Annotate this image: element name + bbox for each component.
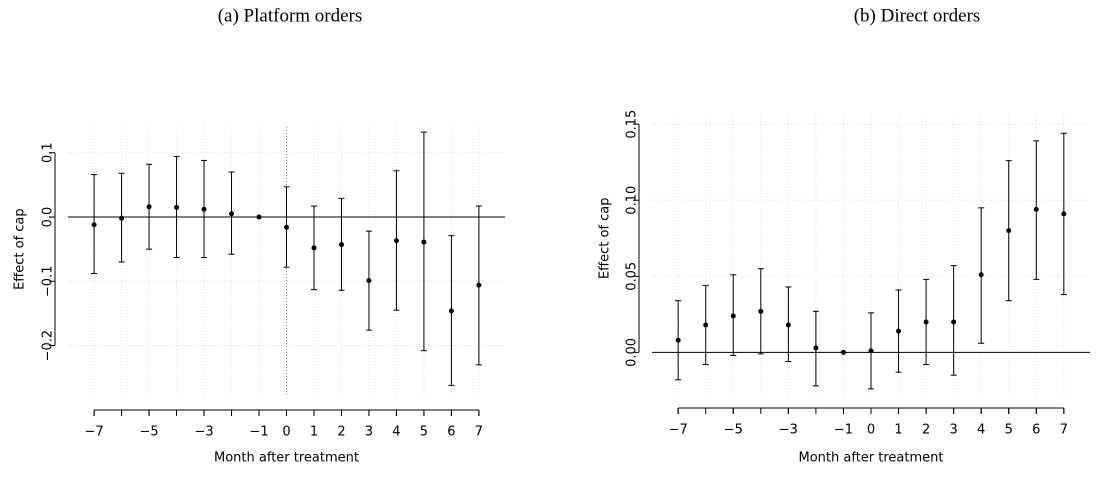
point [758,308,764,314]
x-tick-label: 2 [337,425,345,440]
x-tick-label: 4 [392,425,400,440]
point [675,337,681,343]
point [703,322,709,328]
x-tick-label: 5 [420,425,428,440]
point [201,206,207,212]
x-tick-label: −7 [85,425,104,440]
point [813,345,819,351]
y-tick-label: 0.0 [41,207,56,228]
point [338,242,344,248]
point [785,322,791,328]
x-tick-label: 0 [867,423,875,438]
point [119,215,125,221]
point [229,211,235,217]
x-tick-label: −7 [669,423,688,438]
point [1006,228,1012,234]
point [146,204,152,210]
y-tick-label: 0.05 [625,262,640,291]
y-axis-label: Effect of cap [598,197,613,279]
point [476,282,482,288]
point [366,278,372,284]
point [1033,206,1039,212]
y-tick-label: −0.2 [41,330,56,362]
point [978,272,984,278]
x-tick-label: 1 [310,425,318,440]
point [284,224,289,230]
point [840,349,846,355]
x-tick-label: −5 [139,425,158,440]
x-tick-label: −3 [194,425,213,440]
y-tick-label: 0.1 [41,142,56,163]
x-tick-label: 4 [977,423,985,438]
point [174,204,180,210]
x-tick-label: −1 [249,425,268,440]
x-tick-label: 7 [1060,423,1068,438]
point [868,348,874,354]
point [923,319,929,325]
y-tick-label: 0.00 [625,338,640,367]
point [730,313,736,319]
point [951,319,957,325]
chart-title: (b) Direct orders [854,5,981,26]
x-tick-label: 3 [365,425,373,440]
x-tick-label: 6 [1032,423,1040,438]
x-tick-label: −5 [724,423,743,438]
x-tick-label: −3 [779,423,798,438]
x-tick-label: 3 [950,423,958,438]
x-tick-label: 5 [1005,423,1013,438]
point [448,308,454,314]
y-tick-label: 0.10 [625,186,640,215]
x-tick-label: 6 [447,425,455,440]
x-tick-label: 2 [922,423,930,438]
chart-title: (a) Platform orders [218,5,363,26]
point [421,239,427,245]
x-axis-label: Month after treatment [799,451,944,466]
x-tick-label: 7 [475,425,483,440]
point [1061,211,1067,217]
point [256,214,262,220]
point [896,328,902,334]
x-tick-label: 1 [894,423,902,438]
y-tick-label: −0.1 [41,265,56,297]
x-tick-label: −1 [834,423,853,438]
point [393,238,399,244]
point [311,245,317,251]
x-axis-label: Month after treatment [214,451,359,466]
x-tick-label: 0 [282,425,290,440]
point [91,222,97,228]
y-tick-label: 0.15 [625,110,640,139]
y-axis-label: Effect of cap [13,208,28,290]
